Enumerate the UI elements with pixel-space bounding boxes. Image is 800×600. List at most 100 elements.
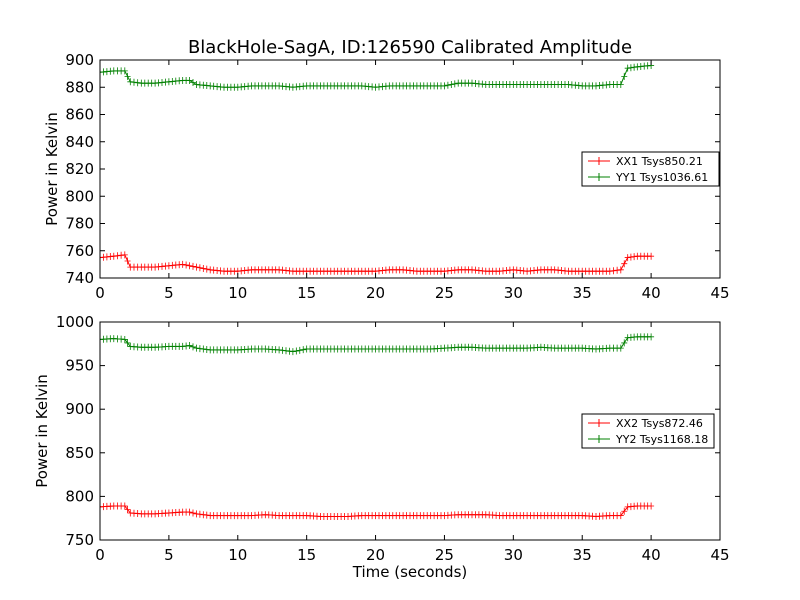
data-point-marker [451,80,458,88]
series-yy2 [100,333,655,356]
data-point-marker [617,344,624,352]
data-point-marker [279,346,286,354]
legend-entry: XX2 Tsys872.46 [616,417,703,430]
data-point-marker [134,79,141,87]
y-tick-label: 800 [65,487,94,505]
x-tick-label: 45 [710,546,729,564]
data-point-marker [190,78,196,86]
data-point-marker [621,339,628,347]
data-point-marker [179,342,186,350]
x-tick-label: 30 [504,284,523,302]
subplot-2: 0 5 10 15 20 25 30 35 40 45 750 800 850 900 950 1000 Pow… [33,313,730,581]
data-point-marker [121,67,128,75]
data-point-marker [124,505,131,513]
data-point-marker [186,342,193,350]
x-tick-label: 40 [642,546,661,564]
legend-box [581,413,715,449]
x-tick-label: 20 [366,284,385,302]
data-point-marker [193,263,200,271]
data-point-marker [627,253,634,261]
x-tick-label: 10 [228,284,247,302]
data-point-marker [186,76,193,84]
series-xx1 [100,251,655,275]
x-tick-label: 15 [297,546,316,564]
series-yy1 [100,61,655,91]
plot-frame [99,321,721,541]
y-tick-label: 850 [65,444,94,462]
data-point-marker [200,511,207,519]
x-tick-label: 10 [228,546,247,564]
data-point-marker [286,347,293,355]
data-point-marker [627,64,634,72]
data-point-marker [203,511,210,519]
data-point-marker [606,267,613,275]
data-point-marker [276,346,283,354]
data-point-marker [186,262,193,270]
x-tick-label: 5 [164,284,174,302]
data-point-marker [196,345,203,353]
x-tick-label: 0 [95,546,105,564]
y-axis-label: Power in Kelvin [33,374,51,488]
data-point-marker [124,339,131,347]
series-xx2 [100,502,655,520]
legend-marker [595,157,603,165]
x-tick-label: 5 [164,546,174,564]
data-point-marker [300,346,307,354]
data-point-marker [193,344,200,352]
data-point-marker [124,257,131,265]
data-point-marker [203,265,210,273]
data-point-marker [127,78,134,86]
legend-marker [595,435,603,443]
data-point-marker [114,252,121,260]
data-point-marker [648,333,655,341]
data-point-marker [183,261,190,269]
data-point-marker [621,260,628,268]
y-axis-label: Power in Kelvin [43,112,61,226]
legend-box [581,151,720,187]
y-tick-label: 780 [65,215,94,233]
x-tick-label: 35 [573,284,592,302]
x-tick-label: 25 [435,284,454,302]
legend-entry: XX1 Tsys850.21 [616,155,703,168]
data-point-marker [624,254,631,262]
data-point-marker [617,266,624,274]
data-point-marker [121,251,128,259]
data-point-marker [183,342,190,350]
x-axis-label: Time (seconds) [352,563,468,581]
y-tick-label: 1000 [56,313,94,331]
data-point-marker [610,267,617,275]
data-point-marker [203,345,210,353]
data-point-marker [631,63,638,71]
data-point-marker [614,266,621,274]
legend-marker [595,419,603,427]
x-tick-label: 30 [504,546,523,564]
y-tick-label: 840 [65,133,94,151]
data-point-marker [193,510,200,518]
x-tick-label: 0 [95,284,105,302]
data-point-marker [179,260,186,268]
data-point-marker [617,512,624,520]
data-point-marker [289,348,296,356]
data-point-marker [444,81,451,89]
x-tick-label: 40 [642,284,661,302]
data-point-marker [621,72,628,80]
data-point-marker [110,252,117,260]
x-tick-label: 35 [573,546,592,564]
x-tick-label: 20 [366,546,385,564]
data-point-marker [121,502,128,510]
data-point-marker [196,264,203,272]
data-point-marker [130,78,137,86]
subplot-1: 0 5 10 15 20 25 30 35 40 45 740 760 780 800 820 840 860 8… [43,51,730,302]
x-tick-label: 45 [710,284,729,302]
y-tick-label: 860 [65,106,94,124]
data-point-marker [621,507,628,515]
data-point-marker [186,508,193,516]
y-tick-label: 900 [65,51,94,69]
y-tick-label: 820 [65,160,94,178]
x-tick-label: 25 [435,546,454,564]
data-point-marker [283,347,289,355]
y-tick-label: 750 [65,531,94,549]
data-point-marker [448,81,455,89]
data-point-marker [118,251,125,259]
